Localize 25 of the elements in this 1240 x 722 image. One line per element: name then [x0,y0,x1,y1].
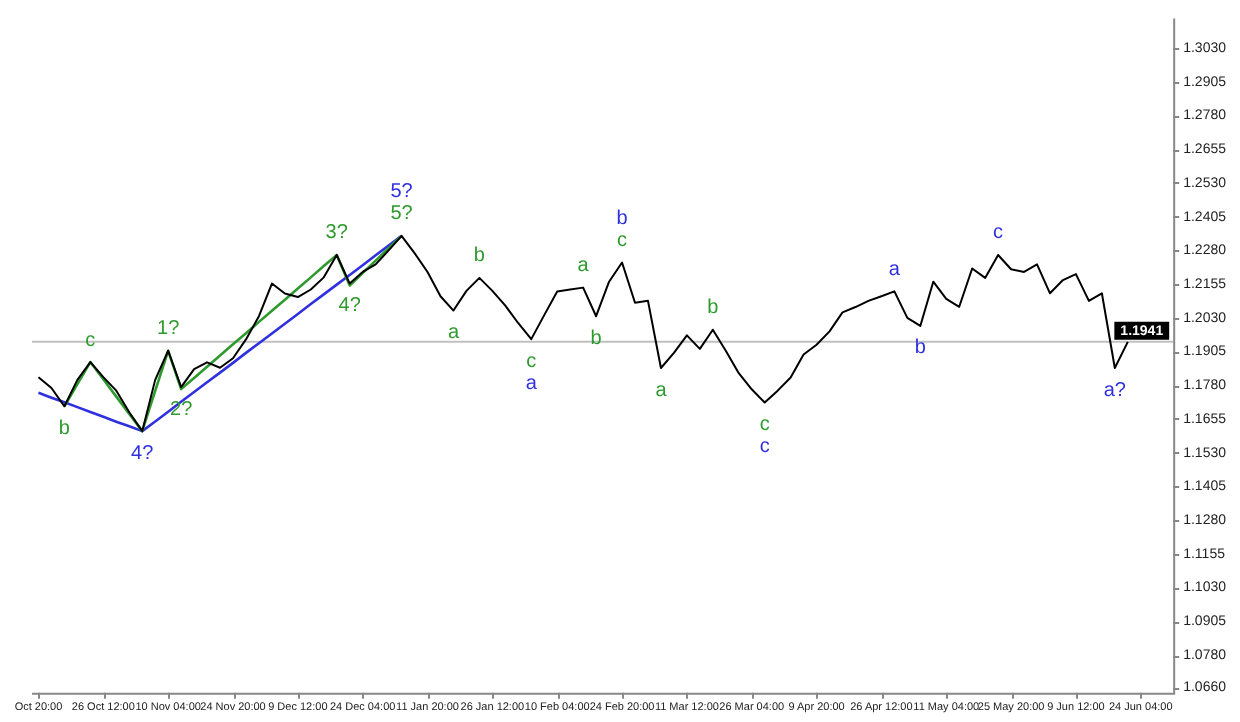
annotation: c [993,222,1004,245]
annotation: 4? [338,295,362,318]
annotation: c [759,436,770,459]
annotation: 4? [131,442,155,465]
annotation: a [888,258,901,281]
annotation: a [447,322,460,345]
annotation: b [707,297,720,320]
annotation: c [617,230,628,253]
annotation: b [914,337,927,360]
annotation: c [85,329,96,352]
annotation: 2? [170,398,194,421]
annotation: 5? [390,181,414,204]
annotation: 3? [325,222,349,245]
annotation: 5? [390,203,414,226]
annotation: b [616,208,629,231]
annotation: b [58,417,71,440]
annotation: a [577,255,590,278]
annotation: b [473,245,486,268]
annotation: b [590,327,603,350]
annotation: a [525,372,538,395]
annotation: c [526,350,537,373]
annotation: 1? [157,318,181,341]
annotation: a [655,379,668,402]
annotation: c [759,414,770,437]
annotation: a? [1103,379,1127,402]
